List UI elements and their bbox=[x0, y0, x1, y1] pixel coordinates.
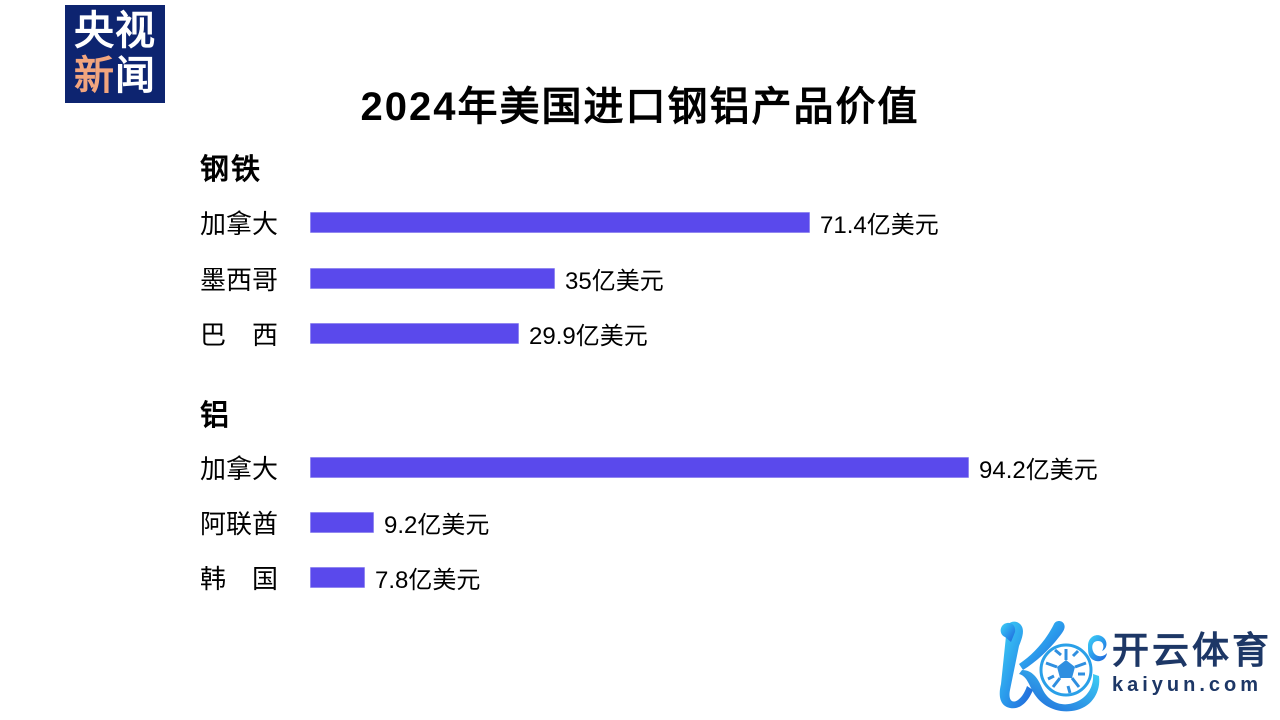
kaiyun-k-soccer-logo bbox=[999, 621, 1107, 712]
bar-label: 韩国 bbox=[200, 563, 278, 594]
chart-row: 韩国 7.8亿美元 bbox=[200, 560, 480, 594]
bar bbox=[310, 566, 365, 588]
kaiyun-brand-text: 开云体育 bbox=[1112, 630, 1272, 671]
bar bbox=[310, 511, 374, 533]
chart-row: 墨西哥 35亿美元 bbox=[200, 261, 664, 295]
bar-label: 墨西哥 bbox=[200, 264, 279, 295]
bar-label: 阿联酋 bbox=[200, 508, 279, 539]
bar bbox=[310, 456, 969, 478]
bar bbox=[310, 322, 519, 344]
bar-value: 7.8亿美元 bbox=[375, 566, 481, 594]
kaiyun-watermark: 开云体育 kaiyun.com bbox=[992, 610, 1280, 718]
page-title: 2024年美国进口钢铝产品价值 bbox=[360, 85, 920, 129]
bar-label: 加拿大 bbox=[200, 453, 279, 484]
bar-value: 35亿美元 bbox=[565, 267, 664, 295]
bar-value: 94.2亿美元 bbox=[979, 456, 1098, 484]
kaiyun-domain-text: kaiyun.com bbox=[1112, 674, 1263, 696]
logo-char-wen: 闻 bbox=[115, 54, 156, 98]
bar bbox=[310, 267, 555, 289]
chart-row: 加拿大 94.2亿美元 bbox=[200, 450, 1098, 484]
section-header: 钢铁 bbox=[200, 154, 263, 186]
bar bbox=[310, 211, 810, 233]
bar-label: 巴西 bbox=[200, 319, 278, 350]
kaiyun-wordmark: 开云体育 kaiyun.com bbox=[1112, 631, 1272, 697]
logo-line-1: 央视 bbox=[74, 9, 156, 53]
section-header: 铝 bbox=[200, 400, 232, 432]
bar-value: 71.4亿美元 bbox=[820, 211, 939, 239]
bar-value: 29.9亿美元 bbox=[529, 322, 648, 350]
chart-row: 阿联酋 9.2亿美元 bbox=[200, 505, 489, 539]
chart-row: 巴西 29.9亿美元 bbox=[200, 316, 648, 350]
chart-row: 加拿大 71.4亿美元 bbox=[200, 205, 939, 239]
logo-line-2: 新闻 bbox=[74, 54, 156, 99]
bar-value: 9.2亿美元 bbox=[384, 511, 490, 539]
cctv-news-logo: 央视 新闻 bbox=[65, 5, 165, 103]
logo-char-xin: 新 bbox=[74, 54, 115, 98]
bar-label: 加拿大 bbox=[200, 208, 279, 239]
